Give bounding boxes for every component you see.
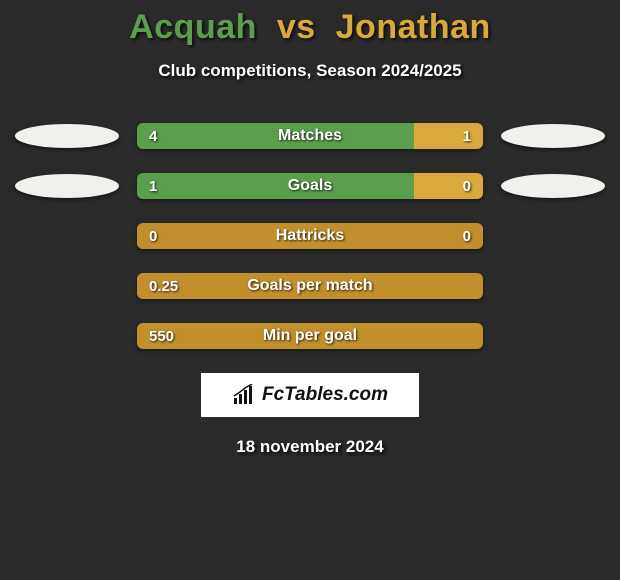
page-title: Acquah vs Jonathan: [0, 8, 620, 47]
bar-neutral: [137, 223, 483, 249]
stat-left-value: 4: [149, 123, 157, 149]
stat-bar: 10Goals: [137, 173, 483, 199]
stat-bar: 0.25Goals per match: [137, 273, 483, 299]
stat-right-value: 1: [463, 123, 471, 149]
bar-left: [137, 123, 414, 149]
stat-bar: 41Matches: [137, 123, 483, 149]
player2-marker: [501, 174, 605, 198]
bar-left: [137, 323, 483, 349]
right-slot: [493, 323, 613, 349]
stat-bar: 00Hattricks: [137, 223, 483, 249]
left-slot: [7, 323, 127, 349]
bar-right: [414, 123, 483, 149]
bar-left: [137, 173, 414, 199]
left-slot: [7, 273, 127, 299]
right-slot: [493, 173, 613, 199]
stat-left-value: 1: [149, 173, 157, 199]
right-slot: [493, 223, 613, 249]
player2-marker: [501, 124, 605, 148]
stat-row: 0.25Goals per match: [0, 273, 620, 299]
stat-left-value: 550: [149, 323, 174, 349]
left-slot: [7, 173, 127, 199]
bar-left: [137, 273, 483, 299]
comparison-card: Acquah vs Jonathan Club competitions, Se…: [0, 0, 620, 457]
stat-row: 10Goals: [0, 173, 620, 199]
stat-bar: 550Min per goal: [137, 323, 483, 349]
right-slot: [493, 123, 613, 149]
right-slot: [493, 273, 613, 299]
player2-name: Jonathan: [336, 8, 491, 46]
player1-marker: [15, 124, 119, 148]
player1-name: Acquah: [129, 8, 257, 46]
subtitle: Club competitions, Season 2024/2025: [0, 61, 620, 81]
stat-row: 550Min per goal: [0, 323, 620, 349]
stats-rows: 41Matches10Goals00Hattricks0.25Goals per…: [0, 123, 620, 349]
stat-left-value: 0: [149, 223, 157, 249]
stat-right-value: 0: [463, 223, 471, 249]
vs-separator: vs: [277, 8, 316, 46]
stat-row: 41Matches: [0, 123, 620, 149]
left-slot: [7, 123, 127, 149]
bar-right: [414, 173, 483, 199]
brand-badge[interactable]: FcTables.com: [201, 373, 419, 417]
stat-right-value: 0: [463, 173, 471, 199]
chart-icon: [232, 384, 258, 406]
stat-left-value: 0.25: [149, 273, 178, 299]
brand-text: FcTables.com: [262, 384, 388, 406]
stat-row: 00Hattricks: [0, 223, 620, 249]
left-slot: [7, 223, 127, 249]
date-label: 18 november 2024: [0, 437, 620, 457]
player1-marker: [15, 174, 119, 198]
